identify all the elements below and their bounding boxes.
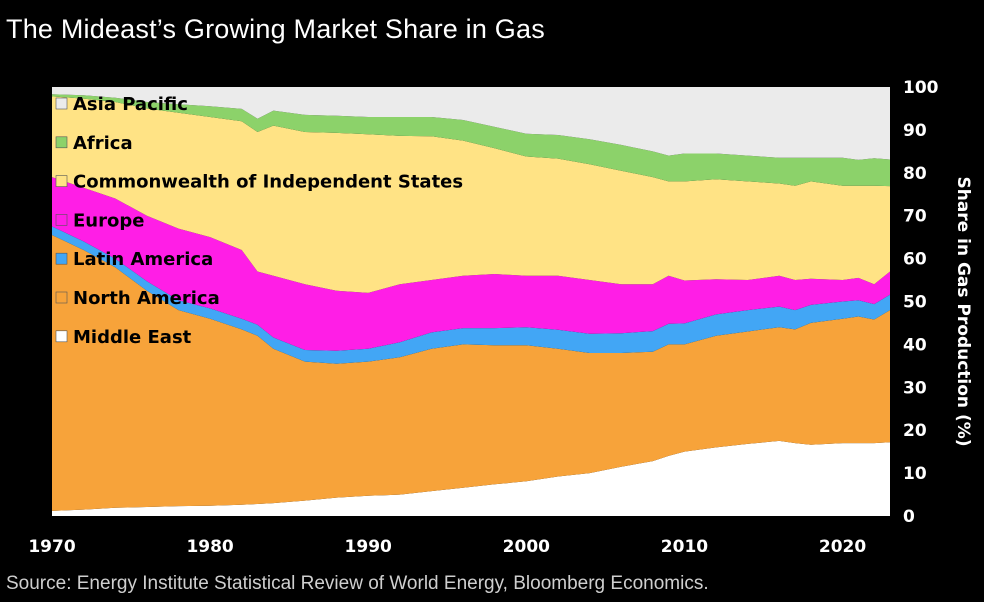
y-tick-label: 10 (903, 464, 927, 484)
legend-swatch (55, 175, 68, 187)
area-europe (52, 177, 890, 351)
area-north-america (52, 235, 890, 511)
x-axis-ticks: 1970 1980 1990 2000 2010 2020 (28, 537, 866, 557)
legend-swatch (55, 97, 68, 110)
y-tick-label: 90 (903, 121, 927, 141)
area-latin-america (52, 226, 890, 364)
x-tick-label: 2020 (819, 537, 866, 557)
legend-label: Africa (73, 133, 133, 154)
y-tick-label: 40 (903, 335, 927, 355)
legend-item-commonwealth-of-independent-states: Commonwealth of Independent States (55, 172, 463, 193)
y-tick-label: 80 (903, 164, 927, 184)
legend-label: Asia Pacific (73, 94, 188, 115)
y-tick-label: 70 (903, 207, 927, 227)
area-series-group (52, 87, 890, 516)
y-tick-label: 30 (903, 378, 927, 398)
x-tick-label: 1990 (345, 537, 392, 557)
legend-swatch (55, 214, 68, 226)
area-africa (52, 94, 890, 187)
y-tick-label: 50 (903, 293, 927, 313)
x-tick-label: 2010 (661, 537, 708, 557)
x-tick-label: 1970 (28, 537, 75, 557)
legend-item-north-america: North America (55, 288, 220, 309)
legend-item-africa: Africa (55, 133, 133, 154)
legend-label: Commonwealth of Independent States (73, 172, 463, 193)
legend-swatch (55, 291, 68, 304)
y-tick-label: 100 (903, 78, 939, 98)
chart-title: The Mideast’s Growing Market Share in Ga… (6, 14, 545, 44)
legend-item-europe: Europe (55, 210, 144, 231)
area-middle-east (52, 440, 890, 516)
legend-swatch (55, 330, 68, 343)
legend-label: North America (73, 288, 220, 309)
y-tick-label: 20 (903, 421, 927, 441)
y-tick-label: 60 (903, 250, 927, 270)
source-note: Source: Energy Institute Statistical Rev… (6, 573, 709, 594)
legend-swatch (55, 252, 68, 265)
area-asia-pacific (52, 87, 890, 160)
legend-label: Middle East (73, 327, 192, 348)
legend-item-asia-pacific: Asia Pacific (55, 94, 188, 115)
y-tick-label: 0 (903, 507, 915, 527)
y-axis-ticks: 0 10 20 30 40 50 60 70 80 90 100 (903, 78, 939, 527)
x-tick-label: 2000 (503, 537, 550, 557)
y-axis-label: Share in Gas Production (%) (953, 176, 973, 446)
legend-item-middle-east: Middle East (55, 327, 192, 348)
legend-swatch (55, 136, 68, 149)
area-commonwealth-of-independent-states (52, 96, 890, 293)
x-tick-label: 1980 (186, 537, 233, 557)
legend-label: Europe (73, 210, 144, 231)
legend-label: Latin America (73, 249, 213, 270)
legend: Asia Pacific Africa Commonwealth of Indepe… (55, 94, 463, 348)
legend-item-latin-america: Latin America (55, 249, 213, 270)
